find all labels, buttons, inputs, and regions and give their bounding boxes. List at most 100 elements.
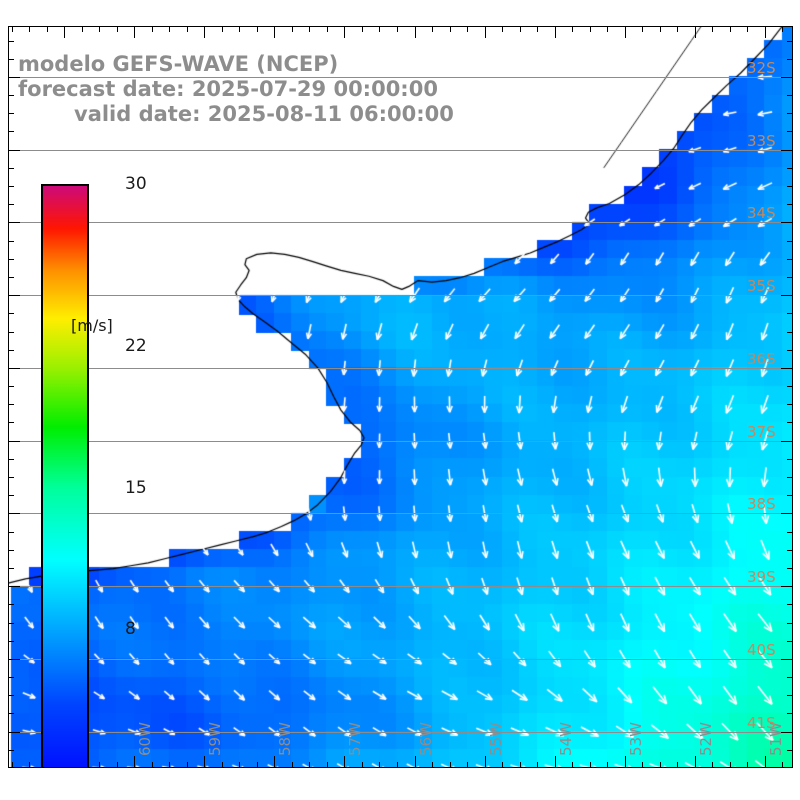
tick-right	[787, 59, 793, 60]
tick-right	[787, 623, 793, 624]
tick-right	[781, 513, 793, 514]
tick-right	[781, 295, 793, 296]
tick-left	[8, 586, 20, 587]
tick-left	[8, 204, 14, 205]
tick-top	[450, 26, 451, 32]
tick-bottom	[29, 762, 30, 768]
tick-top	[187, 26, 188, 32]
tick-bottom	[117, 762, 118, 768]
tick-right	[787, 695, 793, 696]
tick-right	[787, 41, 793, 42]
tick-top	[677, 26, 678, 32]
tick-bottom	[555, 756, 556, 768]
tick-bottom	[730, 762, 731, 768]
gridline-lat-38S	[8, 513, 793, 514]
tick-right	[781, 586, 793, 587]
tick-top	[502, 26, 503, 32]
tick-bottom	[695, 756, 696, 768]
wind-speed-heatmap-canvas	[8, 26, 793, 768]
tick-right	[781, 441, 793, 442]
colorbar-gradient	[41, 184, 89, 768]
tick-right	[787, 495, 793, 496]
tick-top	[344, 26, 345, 38]
tick-right	[787, 641, 793, 642]
tick-top	[625, 26, 626, 38]
tick-left	[8, 659, 20, 660]
tick-top	[660, 26, 661, 32]
tick-bottom	[204, 756, 205, 768]
colorbar-tick-15: 15	[125, 477, 147, 498]
tick-left	[8, 295, 20, 296]
longitude-label-56W: 56W	[417, 722, 435, 756]
tick-bottom	[537, 762, 538, 768]
tick-top	[642, 26, 643, 32]
tick-top	[572, 26, 573, 32]
tick-top	[730, 26, 731, 32]
tick-right	[787, 677, 793, 678]
tick-right	[787, 550, 793, 551]
longitude-label-52W: 52W	[697, 722, 715, 756]
tick-bottom	[222, 762, 223, 768]
tick-bottom	[134, 756, 135, 768]
tick-top	[12, 26, 13, 32]
tick-bottom	[99, 762, 100, 768]
longitude-label-53W: 53W	[627, 722, 645, 756]
tick-bottom	[450, 762, 451, 768]
tick-left	[8, 732, 20, 733]
tick-top	[765, 26, 766, 38]
tick-left	[8, 350, 14, 351]
tick-bottom	[397, 762, 398, 768]
tick-left	[8, 113, 14, 114]
tick-left	[8, 241, 14, 242]
tick-top	[782, 26, 783, 32]
tick-bottom	[274, 756, 275, 768]
tick-top	[397, 26, 398, 32]
gridline-lat-41S	[8, 732, 793, 733]
tick-top	[292, 26, 293, 32]
tick-top	[204, 26, 205, 38]
longitude-label-60W: 60W	[136, 722, 154, 756]
tick-top	[239, 26, 240, 32]
colorbar: [m/s] 30221580	[41, 174, 147, 768]
tick-right	[781, 77, 793, 78]
tick-top	[379, 26, 380, 32]
tick-left	[8, 313, 14, 314]
tick-top	[222, 26, 223, 32]
longitude-label-57W: 57W	[346, 722, 364, 756]
tick-top	[432, 26, 433, 32]
tick-top	[169, 26, 170, 32]
tick-bottom	[12, 762, 13, 768]
gridline-lat-33S	[8, 150, 793, 151]
page-title: modelo GEFS-WAVE (NCEP) forecast date: 2…	[16, 52, 516, 127]
tick-right	[787, 386, 793, 387]
tick-right	[787, 332, 793, 333]
tick-right	[787, 95, 793, 96]
tick-bottom	[502, 762, 503, 768]
tick-top	[607, 26, 608, 32]
tick-bottom	[660, 762, 661, 768]
latitude-label-35S: 35S	[747, 277, 776, 295]
tick-right	[787, 350, 793, 351]
tick-top	[117, 26, 118, 32]
tick-bottom	[344, 756, 345, 768]
tick-right	[787, 404, 793, 405]
latitude-label-37S: 37S	[747, 423, 776, 441]
tick-bottom	[467, 762, 468, 768]
tick-left	[8, 168, 14, 169]
tick-left	[8, 259, 14, 260]
tick-bottom	[677, 762, 678, 768]
tick-top	[467, 26, 468, 32]
tick-bottom	[169, 762, 170, 768]
tick-right	[787, 313, 793, 314]
latitude-label-34S: 34S	[747, 204, 776, 222]
tick-left	[8, 713, 14, 714]
tick-left	[8, 422, 14, 423]
tick-right	[787, 532, 793, 533]
tick-bottom	[257, 762, 258, 768]
latitude-label-41S: 41S	[747, 714, 776, 732]
tick-left	[8, 332, 14, 333]
tick-bottom	[432, 762, 433, 768]
longitude-label-58W: 58W	[276, 722, 294, 756]
tick-left	[8, 532, 14, 533]
tick-top	[520, 26, 521, 32]
